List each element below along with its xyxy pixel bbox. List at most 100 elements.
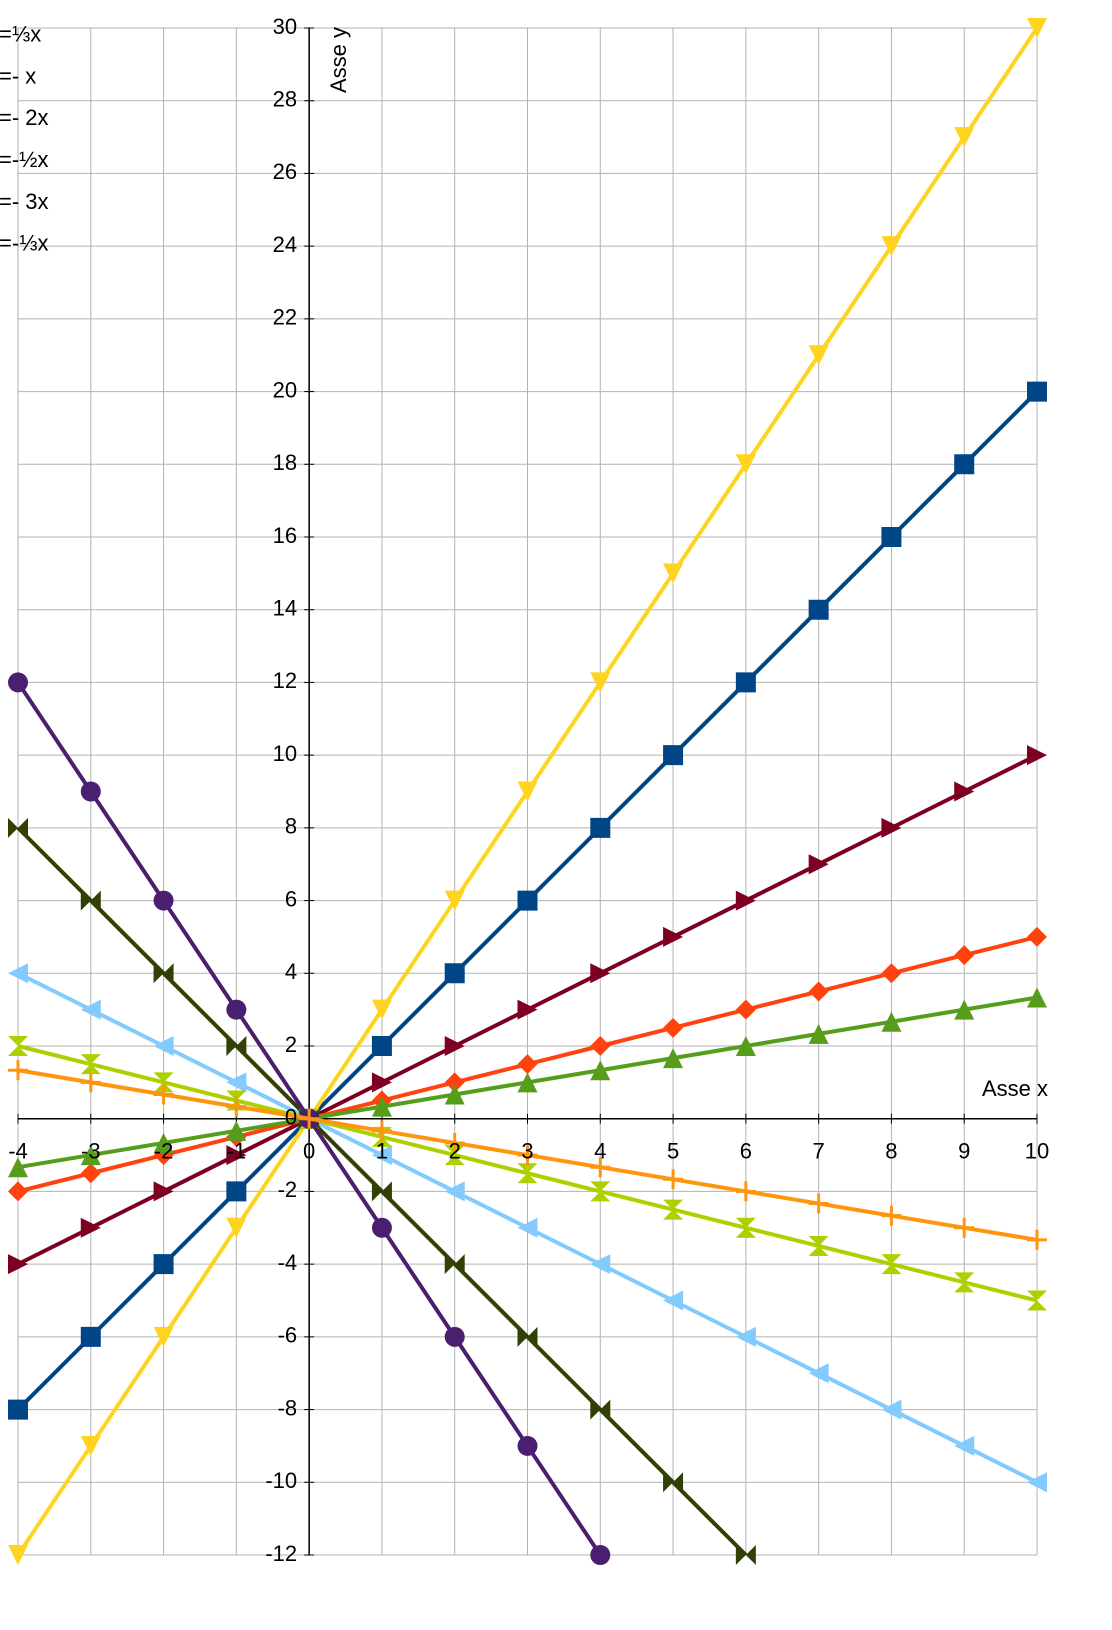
- data-point: [444, 890, 465, 911]
- data-point: [808, 1023, 829, 1044]
- x-tick-label: 0: [303, 1139, 315, 1164]
- x-tick-label: 8: [885, 1139, 897, 1164]
- data-point: [226, 1120, 247, 1141]
- data-point: [590, 1545, 611, 1565]
- x-tick-label: 9: [958, 1139, 970, 1164]
- data-point: [517, 999, 538, 1020]
- data-point: [8, 672, 28, 693]
- legend-label: y=3x: [0, 0, 35, 5]
- x-tick-label: 10: [1025, 1139, 1049, 1164]
- data-point: [444, 1145, 465, 1166]
- data-point: [808, 981, 829, 1002]
- data-point: [226, 1181, 247, 1202]
- data-point: [954, 1435, 975, 1456]
- data-point: [517, 1072, 538, 1093]
- y-tick-label: 6: [285, 886, 297, 911]
- data-point: [1027, 1472, 1047, 1493]
- data-point: [735, 1036, 756, 1056]
- data-point: [735, 1326, 756, 1347]
- data-point: [80, 1435, 101, 1456]
- data-point: [444, 1326, 465, 1347]
- data-point: [226, 1036, 247, 1056]
- data-point: [517, 1163, 538, 1184]
- data-point: [8, 1060, 28, 1081]
- legend-label: y=⅓x: [0, 22, 41, 47]
- y-tick-label: 20: [273, 377, 297, 402]
- data-point: [1027, 1229, 1047, 1250]
- data-point: [517, 1054, 538, 1075]
- data-point: [735, 999, 756, 1020]
- data-point: [808, 345, 829, 366]
- labels: Asse x Asse y -4 -3 -2 -1 0 1 2 3 4 5 6 7 8 9 10-12-10…: [0, 0, 1049, 1566]
- data-point: [663, 745, 684, 766]
- x-axis-title: Asse x: [982, 1076, 1048, 1101]
- y-tick-label: 2: [285, 1032, 297, 1057]
- data-point: [735, 1217, 756, 1238]
- y-tick-label: 16: [273, 523, 297, 548]
- data-point: [371, 1096, 392, 1117]
- data-point: [1027, 18, 1047, 38]
- data-point: [444, 1084, 465, 1105]
- data-point: [153, 1072, 174, 1093]
- data-point: [735, 672, 756, 693]
- data-point: [590, 1181, 611, 1202]
- data-point: [8, 1399, 28, 1420]
- x-tick-label: 2: [449, 1139, 461, 1164]
- data-point: [517, 1326, 538, 1347]
- x-tick-label: 3: [521, 1139, 533, 1164]
- data-point: [371, 1072, 392, 1093]
- data-point: [8, 1545, 28, 1565]
- data-point: [371, 1217, 392, 1238]
- data-point: [735, 1545, 756, 1565]
- data-point: [881, 817, 902, 838]
- y-tick-label: 26: [273, 159, 297, 184]
- data-point: [808, 599, 829, 620]
- data-point: [808, 1235, 829, 1256]
- data-point: [444, 963, 465, 984]
- data-point: [881, 527, 902, 547]
- data-point: [590, 963, 611, 984]
- data-point: [1027, 1290, 1047, 1311]
- data-point: [153, 963, 174, 984]
- data-point: [808, 854, 829, 875]
- y-tick-label: 18: [273, 450, 297, 475]
- data-point: [954, 1217, 975, 1238]
- data-point: [517, 1435, 538, 1456]
- data-point: [80, 1072, 101, 1093]
- data-point: [881, 963, 902, 984]
- y-tick-label: -4: [278, 1250, 298, 1275]
- data-point: [881, 1011, 902, 1032]
- data-point: [226, 1145, 247, 1166]
- data-point: [8, 963, 28, 984]
- x-tick-label: -3: [81, 1139, 101, 1164]
- y-tick-label: 10: [273, 741, 297, 766]
- data-point: [590, 1399, 611, 1420]
- data-point: [8, 1157, 28, 1178]
- y-tick-label: -2: [278, 1177, 298, 1202]
- data-point: [808, 1193, 829, 1214]
- data-point: [226, 1072, 247, 1093]
- data-point: [153, 1254, 174, 1275]
- x-tick-label: -4: [8, 1139, 28, 1164]
- x-tick-label: 6: [740, 1139, 752, 1164]
- data-point: [517, 890, 538, 911]
- data-point: [8, 817, 28, 838]
- data-point: [80, 890, 101, 911]
- data-point: [663, 1048, 684, 1069]
- data-point: [153, 1326, 174, 1347]
- y-tick-label: 8: [285, 814, 297, 839]
- data-point: [371, 1120, 392, 1141]
- data-point: [80, 1163, 101, 1184]
- data-point: [881, 1205, 902, 1226]
- y-tick-label: 0: [285, 1105, 297, 1130]
- x-tick-label: 4: [594, 1139, 606, 1164]
- data-point: [735, 454, 756, 475]
- data-point: [735, 1181, 756, 1202]
- data-point: [954, 1272, 975, 1293]
- data-point: [954, 781, 975, 802]
- data-point: [1027, 745, 1047, 766]
- data-point: [80, 1145, 101, 1166]
- data-point: [954, 945, 975, 966]
- axes: [17, 27, 1038, 1556]
- data-point: [590, 1157, 611, 1178]
